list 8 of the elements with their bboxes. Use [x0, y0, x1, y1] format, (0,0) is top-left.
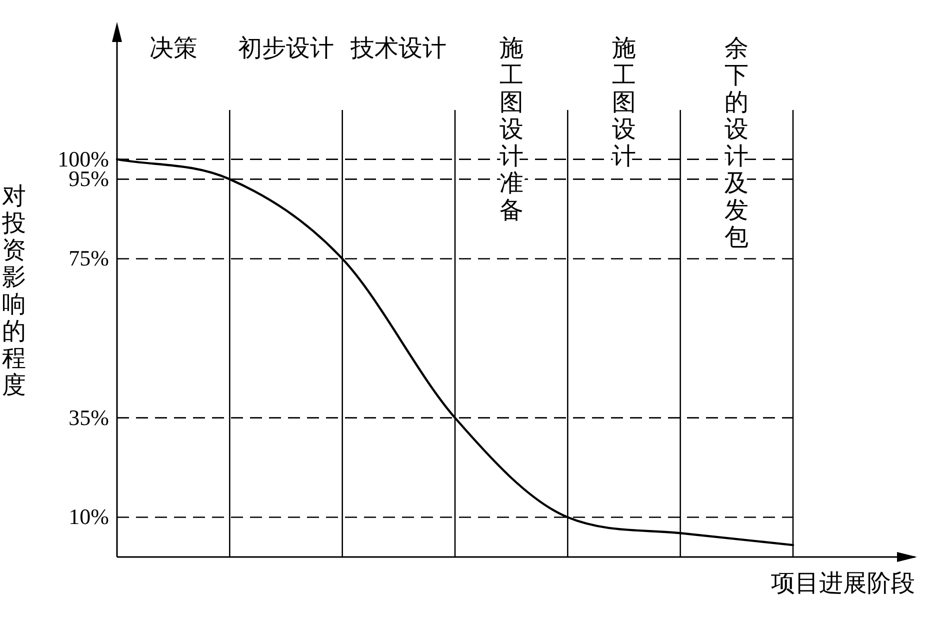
y-axis-title: 对投资影响的程度	[1, 184, 26, 399]
x-axis-title: 项目进展阶段	[771, 571, 915, 597]
y-tick-label: 10%	[68, 504, 109, 530]
annotation: 决策	[149, 36, 198, 62]
y-tick-label: 75%	[68, 246, 109, 271]
annotation: 初步设计	[238, 35, 334, 62]
annotation: 技术设计	[350, 36, 447, 62]
y-tick-label: 35%	[68, 404, 109, 430]
